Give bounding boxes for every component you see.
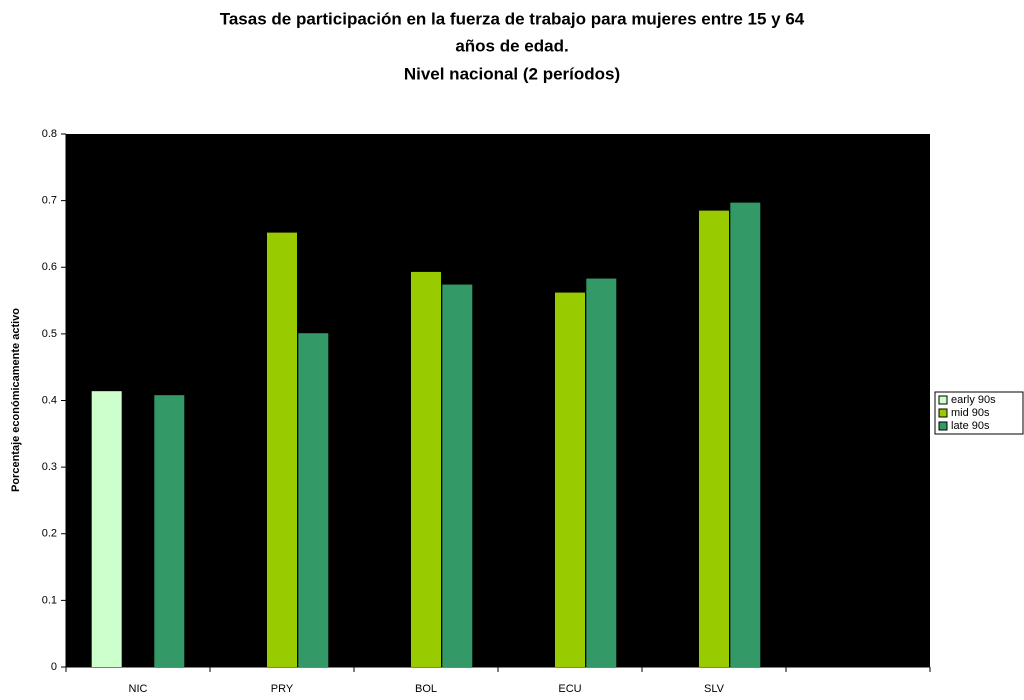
bar (154, 395, 185, 667)
x-tick-label: NIC (129, 683, 148, 695)
y-tick-label: 0.5 (42, 328, 57, 340)
bar (555, 292, 585, 667)
legend-box (934, 391, 1024, 435)
bar (298, 333, 329, 667)
legend-label: mid 90s (951, 407, 990, 419)
x-tick-label: PRY (271, 683, 294, 695)
x-tick-label: SLV (704, 683, 725, 695)
bar (91, 391, 122, 667)
bar (442, 284, 473, 667)
y-tick-label: 0 (51, 661, 57, 673)
bar (699, 210, 729, 667)
legend-label: late 90s (951, 420, 990, 432)
legend-swatch (938, 395, 948, 405)
chart-title: años de edad. (455, 36, 568, 55)
y-tick-label: 0.6 (42, 261, 57, 273)
bar (267, 232, 297, 668)
legend-swatch (938, 408, 948, 418)
chart-title: Nivel nacional (2 períodos) (404, 64, 620, 83)
legend-label: early 90s (951, 394, 996, 406)
plot-area (66, 134, 930, 667)
y-tick-label: 0.7 (42, 195, 57, 207)
y-tick-label: 0.4 (42, 394, 57, 406)
y-tick-label: 0.8 (42, 128, 57, 140)
chart-title: Tasas de participación en la fuerza de t… (220, 9, 805, 28)
x-tick-label: ECU (558, 683, 581, 695)
legend-swatch (938, 421, 948, 431)
x-tick-label: BOL (415, 683, 437, 695)
y-axis-label: Porcentaje económicamente activo (10, 308, 22, 492)
y-tick-label: 0.1 (42, 594, 57, 606)
bar (586, 278, 617, 667)
y-tick-label: 0.2 (42, 528, 57, 540)
y-tick-label: 0.3 (42, 461, 57, 473)
bar (411, 271, 441, 667)
bar (730, 202, 761, 667)
